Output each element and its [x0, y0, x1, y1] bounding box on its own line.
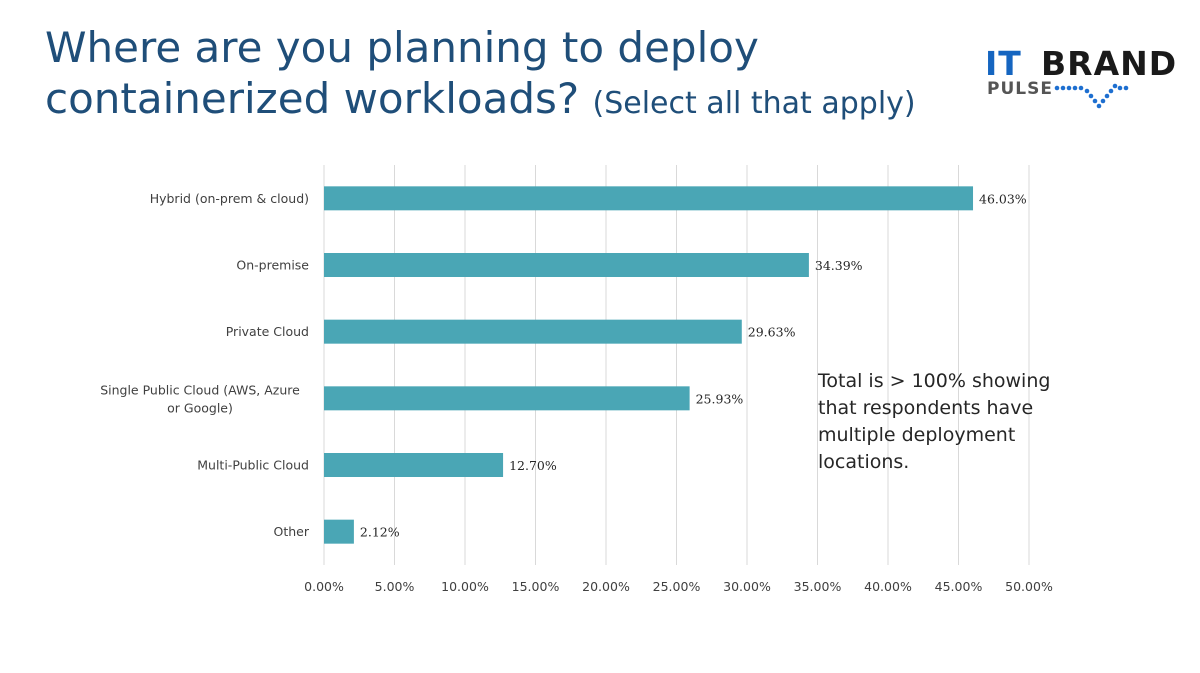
bar	[324, 453, 504, 477]
data-label: 12.70%	[509, 458, 557, 473]
data-label: 2.12%	[360, 525, 400, 540]
category-label: Other	[274, 524, 310, 539]
x-tick-label: 35.00%	[794, 579, 842, 594]
x-tick-label: 45.00%	[935, 579, 983, 594]
category-label: On-premise	[236, 258, 309, 273]
x-tick-label: 25.00%	[653, 579, 701, 594]
title-main: Where are you planning to deploy contain…	[45, 23, 759, 123]
x-tick-label: 15.00%	[512, 579, 560, 594]
category-label: Single Public Cloud (AWS, Azure or Google…	[100, 382, 300, 415]
x-tick-label: 5.00%	[375, 579, 415, 594]
title-subtitle: (Select all that apply)	[592, 86, 916, 121]
pulse-dots-icon	[1054, 83, 1129, 109]
bar	[324, 519, 354, 544]
bar	[324, 386, 690, 411]
data-label: 25.93%	[696, 391, 744, 406]
x-tick-label: 40.00%	[864, 579, 912, 594]
page-title: Where are you planning to deploy contain…	[45, 22, 945, 129]
x-tick-label: 50.00%	[1005, 579, 1053, 594]
bar	[324, 319, 742, 344]
bar	[324, 186, 974, 211]
x-tick-label: 0.00%	[304, 579, 344, 594]
itbrandpulse-logo: IT BRAND PULSE	[985, 44, 1176, 111]
category-label: Hybrid (on-prem & cloud)	[150, 191, 309, 206]
data-label: 46.03%	[979, 191, 1027, 206]
x-tick-label: 10.00%	[441, 579, 489, 594]
category-label: Private Cloud	[226, 324, 309, 339]
bar	[324, 253, 809, 277]
category-label: Multi-Public Cloud	[197, 458, 309, 473]
x-tick-label: 20.00%	[582, 579, 630, 594]
data-label: 29.63%	[748, 325, 796, 340]
logo-text-pulse: PULSE	[987, 79, 1053, 99]
chart-note: Total is > 100% showing that respondents…	[818, 370, 1051, 473]
logo-text-brand: BRAND	[1041, 44, 1178, 83]
x-tick-label: 30.00%	[723, 579, 771, 594]
logo-text-it: IT	[985, 44, 1022, 83]
data-label: 34.39%	[815, 258, 863, 273]
